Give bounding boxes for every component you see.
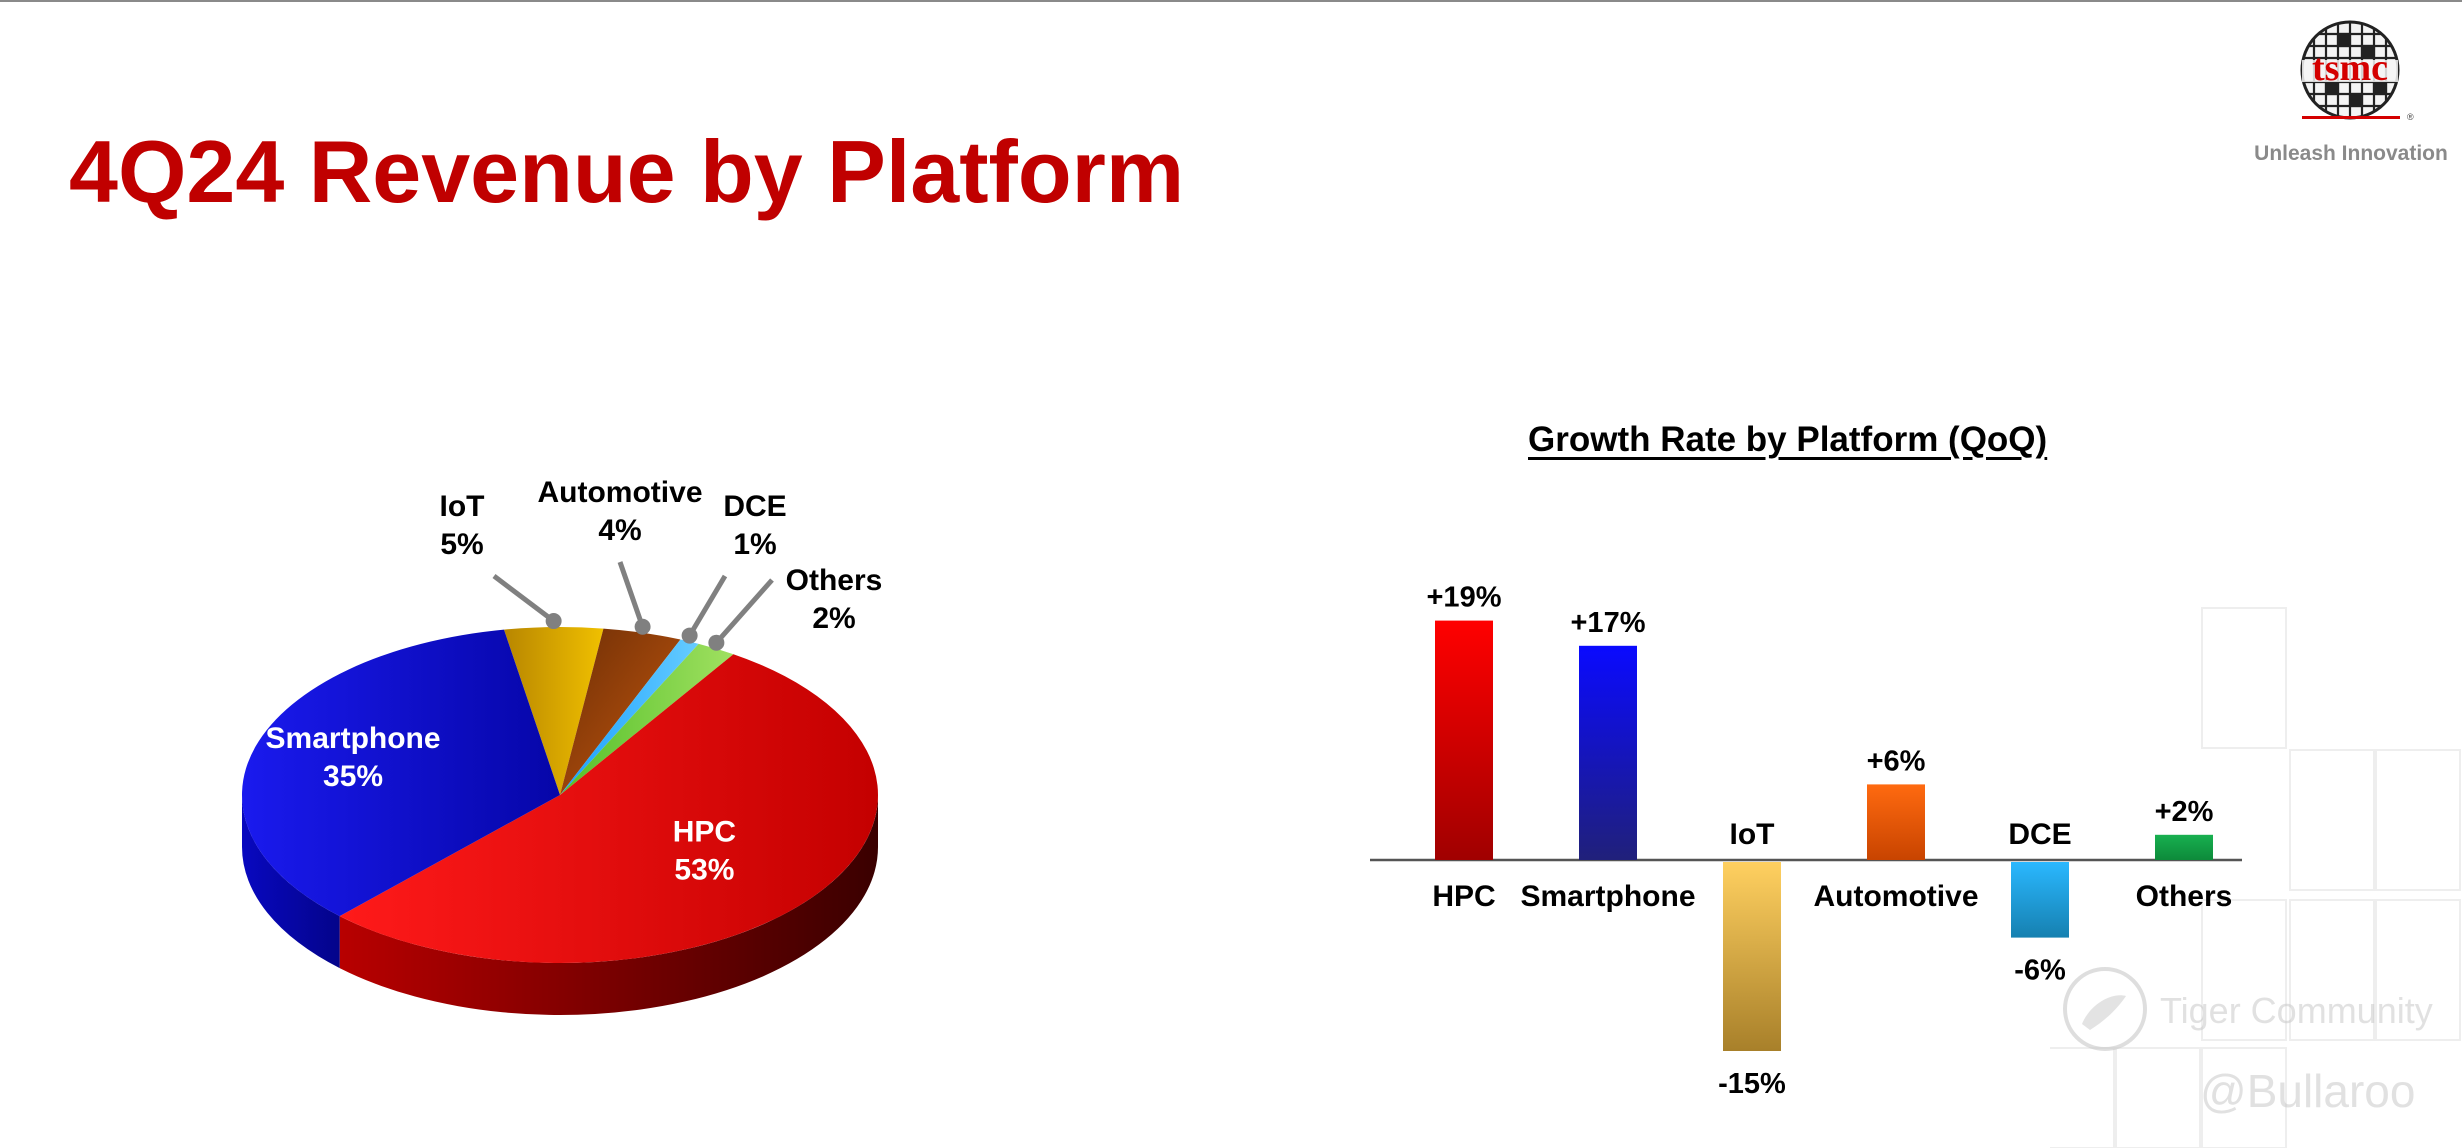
bar-category-dce: DCE (2008, 818, 2071, 851)
pie-value-smartphone: 35% (323, 760, 383, 793)
pie-leader-iot (492, 574, 556, 624)
pie-side-hpc (339, 795, 879, 1015)
logo-tagline: Unleash Innovation (2254, 142, 2448, 165)
bar-value-others: +2% (2155, 796, 2214, 828)
bar-category-smartphone: Smartphone (1520, 880, 1695, 913)
slide-title: 4Q24 Revenue by Platform (69, 122, 1185, 221)
pie-label-automotive: Automotive (538, 476, 703, 509)
bar-category-others: Others (2136, 880, 2233, 913)
bar-value-automotive: +6% (1867, 745, 1926, 777)
pie-label-iot: IoT (440, 490, 485, 523)
pie-slice-others (560, 643, 734, 795)
pie-label-hpc: HPC (673, 816, 736, 849)
watermark-community: Tiger Community (2160, 990, 2433, 1031)
bar-category-automotive: Automotive (1814, 880, 1979, 913)
bar-value-dce: -6% (2014, 955, 2066, 987)
pie-value-automotive: 4% (598, 514, 641, 547)
bar-category-hpc: HPC (1432, 880, 1495, 913)
svg-text:®: ® (2407, 112, 2414, 122)
pie-leader-dot-iot (545, 613, 562, 630)
watermark-handle: @Bullaroo (2200, 1065, 2416, 1117)
bar-smartphone (1579, 645, 1637, 860)
logo-wordmark: tsmc (2312, 47, 2388, 89)
pie-slice-automotive (560, 628, 681, 795)
bar-value-smartphone: +17% (1571, 607, 1646, 639)
bar-value-hpc: +19% (1427, 582, 1502, 614)
pie-leader-dce (687, 574, 728, 637)
pie-label-others: Others (786, 564, 883, 597)
pie-slice-hpc (339, 654, 878, 963)
pie-value-dce: 1% (733, 528, 776, 561)
tiger-community-icon (2063, 967, 2147, 1051)
bar-others (2155, 834, 2213, 860)
pie-leader-others (714, 578, 774, 645)
revenue-pie-chart: HPC 53% Smartphone 35% IoT 5% Automotive 4% DCE 1… (242, 476, 883, 1015)
pie-leader-dot-dce (681, 627, 698, 644)
bar-dce (2011, 862, 2069, 938)
pie-value-hpc: 53% (674, 854, 734, 887)
pie-label-smartphone: Smartphone (266, 722, 441, 755)
pie-slice-smartphone (242, 629, 560, 917)
top-rule (0, 0, 2462, 2)
tsmc-logo: tsmc ® (2240, 16, 2460, 176)
pie-leader-dot-others (708, 634, 725, 651)
pie-leader-dot-automotive (634, 618, 651, 635)
growth-chart-title: Growth Rate by Platform (QoQ) (1528, 420, 2048, 459)
pie-slice-dce (560, 639, 699, 795)
pie-slice-iot (503, 627, 604, 795)
bar-iot (1723, 862, 1781, 1051)
pie-side-smartphone (242, 795, 340, 969)
bar-value-iot: -15% (1718, 1068, 1786, 1100)
bar-automotive (1867, 784, 1925, 860)
bar-hpc (1435, 620, 1493, 860)
pie-value-iot: 5% (440, 528, 483, 561)
watermark-grid (2050, 607, 2461, 1148)
pie-value-others: 2% (812, 602, 855, 635)
bar-category-iot: IoT (1730, 818, 1775, 851)
pie-label-dce: DCE (723, 490, 786, 523)
pie-leader-automotive (617, 561, 645, 628)
growth-bar-chart: +19% HPC +17% Smartphone -15% IoT +6% Automotiv… (1370, 582, 2242, 1100)
